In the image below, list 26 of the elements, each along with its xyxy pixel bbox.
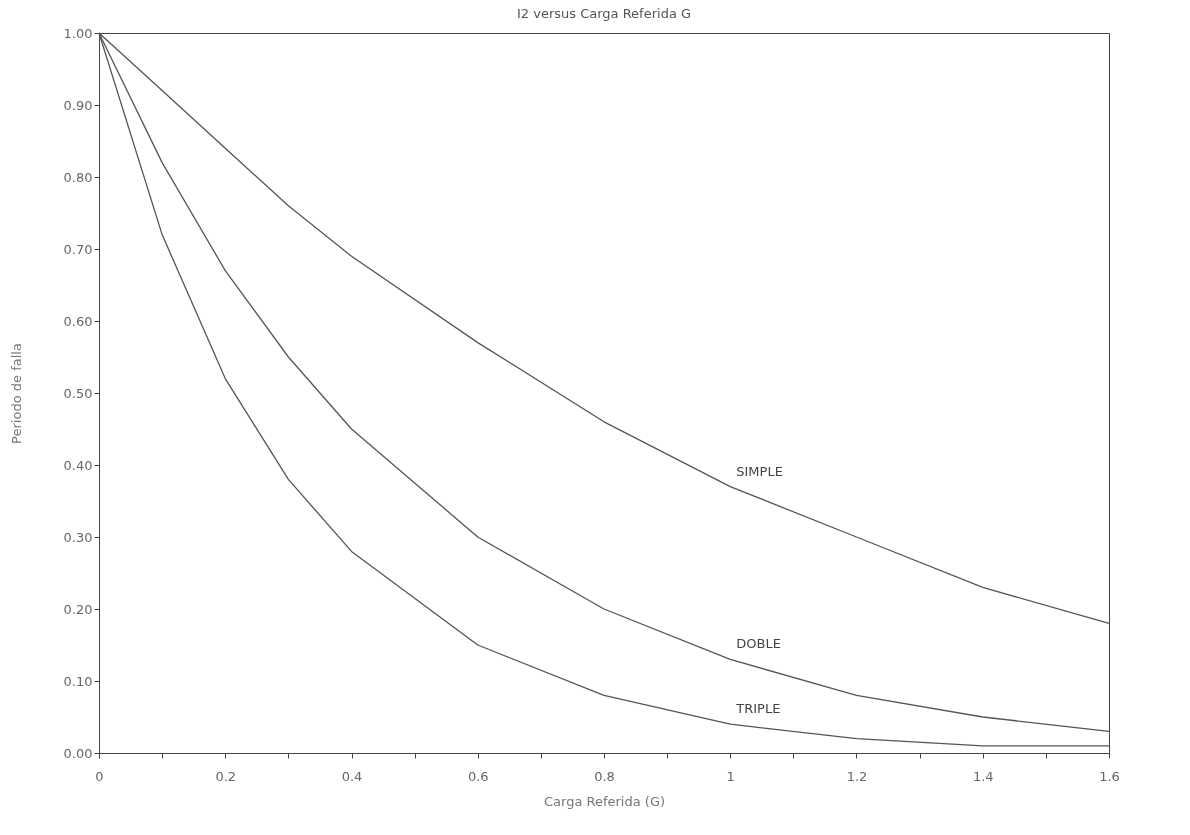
- x-tick-label: 0.6: [467, 768, 489, 784]
- y-tick-label: 0.30: [63, 529, 93, 545]
- y-tick-label: 0.00: [63, 745, 93, 761]
- x-tick-label: 1: [726, 768, 735, 784]
- y-tick-label: 0.70: [63, 241, 93, 257]
- y-tick-label: 1.00: [63, 25, 93, 41]
- y-tick-label: 0.20: [63, 601, 93, 617]
- y-tick-label: 0.10: [63, 673, 93, 689]
- y-axis-title: Periodo de falla: [8, 343, 24, 444]
- x-axis-title: Carga Referida (G): [543, 793, 666, 809]
- chart-title: I2 versus Carga Referida G: [516, 6, 692, 21]
- series-label: SIMPLE: [736, 463, 783, 479]
- y-tick-label: 0.50: [63, 385, 93, 401]
- y-tick-label: 0.90: [63, 97, 93, 113]
- series-label: TRIPLE: [735, 701, 781, 717]
- x-tick-label: 0.8: [594, 768, 615, 784]
- y-tick-label: 0.40: [63, 457, 93, 473]
- x-tick-label: 0.2: [215, 768, 237, 784]
- y-tick-label: 0.80: [63, 169, 93, 185]
- y-tick-label: 0.60: [63, 313, 93, 329]
- x-tick-label: 1.6: [1099, 768, 1120, 784]
- x-tick-label: 1.4: [972, 768, 994, 784]
- x-tick-label: 0.4: [341, 768, 363, 784]
- x-tick-label: 0: [95, 768, 104, 784]
- series-label: DOBLE: [736, 636, 781, 652]
- x-tick-label: 1.2: [846, 768, 868, 784]
